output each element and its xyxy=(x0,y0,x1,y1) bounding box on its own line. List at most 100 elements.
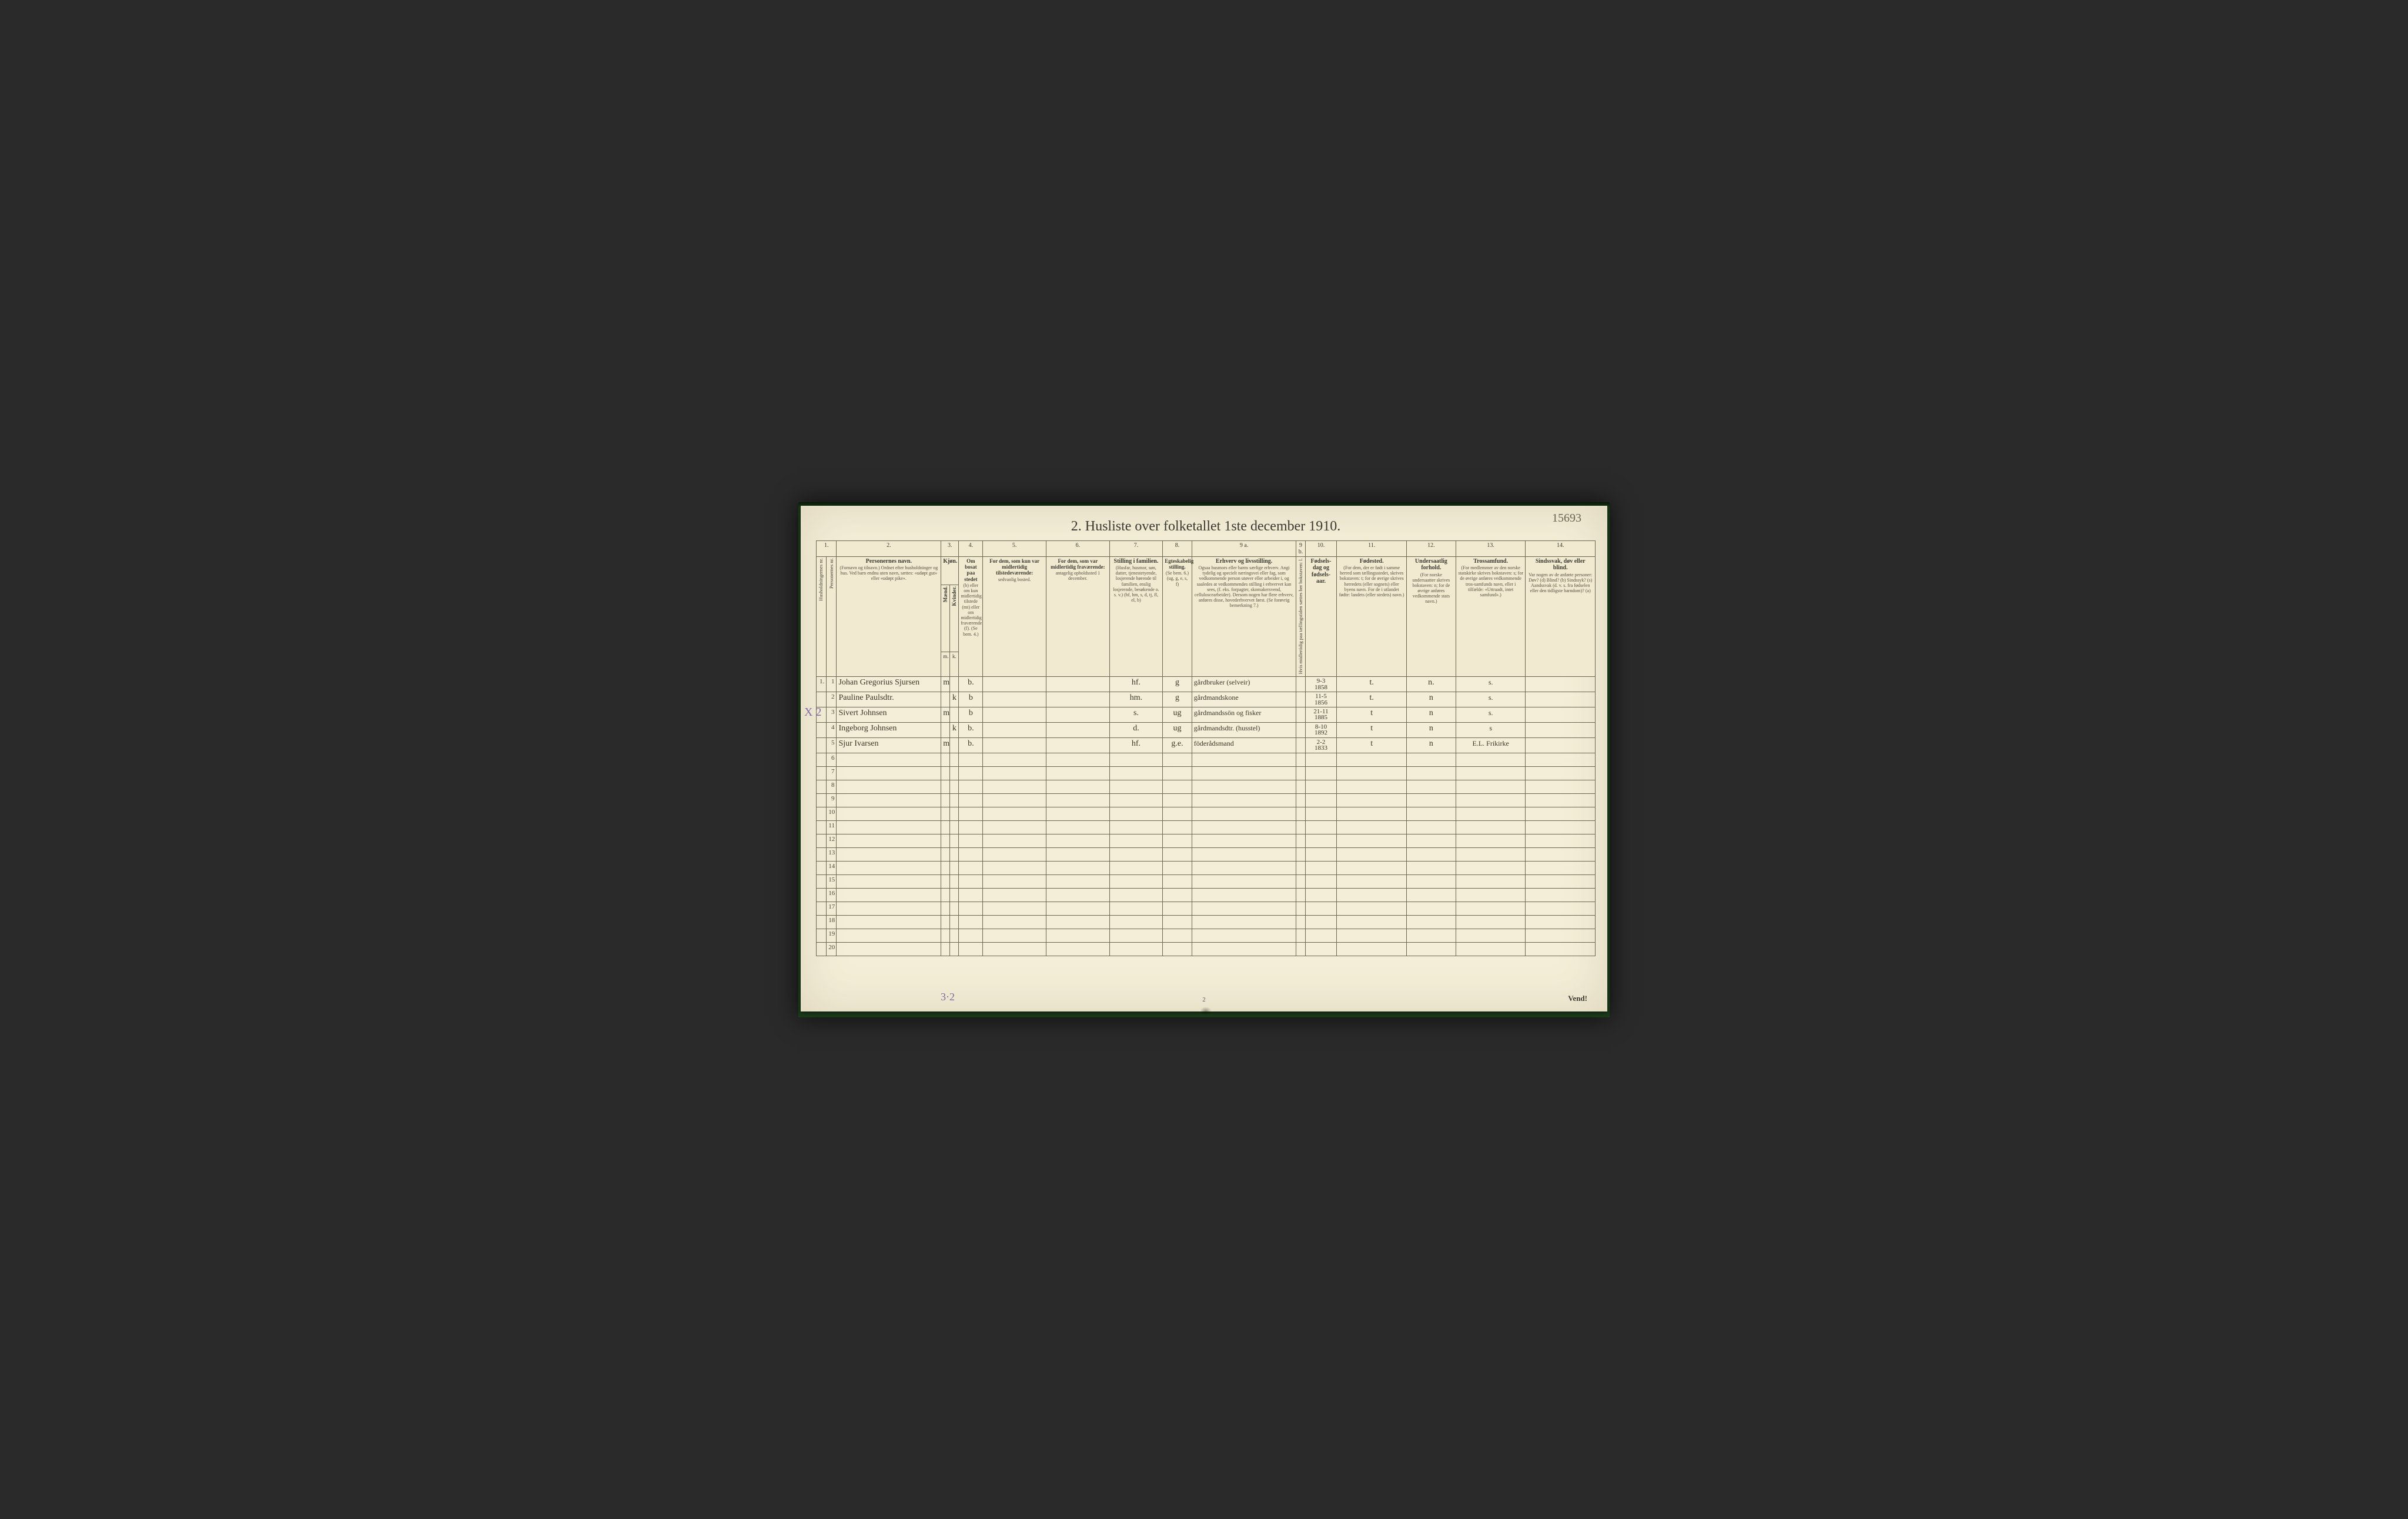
cell-birthdate xyxy=(1305,753,1337,766)
cell-religion xyxy=(1456,807,1525,820)
cell-temp xyxy=(1046,780,1110,793)
cell-nationality xyxy=(1406,929,1456,942)
table-row: 14 xyxy=(817,861,1596,874)
cell-marital: ug xyxy=(1163,722,1192,737)
cell-household-no xyxy=(817,834,827,847)
cell-person-no: 10 xyxy=(827,807,837,820)
cell-occupation xyxy=(1192,780,1296,793)
cell-mark xyxy=(1296,874,1305,888)
cell-sex-m xyxy=(941,692,950,707)
hdr-religion-label: Trossamfund. xyxy=(1458,558,1523,565)
hdr-residence: Om bosat paa stedet (b) eller om kun mid… xyxy=(959,556,983,677)
cell-birthdate xyxy=(1305,874,1337,888)
hdr-sex-label: Kjøn. xyxy=(943,558,956,565)
cell-residence xyxy=(959,807,983,820)
cell-religion xyxy=(1456,793,1525,807)
cell-family-position: hm. xyxy=(1109,692,1162,707)
cell-family-position xyxy=(1109,766,1162,780)
cell-birthdate xyxy=(1305,847,1337,861)
hdr-temp-absent: For dem, som var midlertidig fraværende:… xyxy=(1046,556,1110,677)
cell-birthplace xyxy=(1337,942,1406,956)
cell-family-position xyxy=(1109,807,1162,820)
cell-sex-k: k xyxy=(950,692,959,707)
cell-name: Sjur Ivarsen xyxy=(837,737,941,753)
cell-temp xyxy=(1046,888,1110,902)
cell-household-no xyxy=(817,780,827,793)
cell-household-no xyxy=(817,807,827,820)
cell-name: Sivert Johnsen xyxy=(837,707,941,722)
cell-person-no: 2 xyxy=(827,692,837,707)
cell-infirmity xyxy=(1526,902,1596,915)
cell-birthplace: t xyxy=(1337,737,1406,753)
cell-household-no xyxy=(817,793,827,807)
hdr-household-no-label: Husholdningernes nr. xyxy=(818,558,824,601)
cell-family-position xyxy=(1109,834,1162,847)
cell-name xyxy=(837,780,941,793)
cell-sex-m xyxy=(941,861,950,874)
cell-person-no: 13 xyxy=(827,847,837,861)
cell-mark xyxy=(1296,793,1305,807)
hdr-name-small: (Fornavn og tilnavn.) Ordnet efter husho… xyxy=(838,565,939,582)
cell-mark xyxy=(1296,766,1305,780)
cell-religion xyxy=(1456,902,1525,915)
hdr-birthplace-small: (For dem, der er født i samme herred som… xyxy=(1339,565,1404,597)
cell-occupation xyxy=(1192,753,1296,766)
census-page: 15693 2. Husliste over folketallet 1ste … xyxy=(801,506,1607,1011)
cell-mark xyxy=(1296,737,1305,753)
cell-birthplace xyxy=(1337,915,1406,929)
cell-household-no xyxy=(817,847,827,861)
colnum-9b: 9 b. xyxy=(1296,540,1305,556)
cell-residence: b. xyxy=(959,737,983,753)
cell-birthplace xyxy=(1337,766,1406,780)
cell-name xyxy=(837,847,941,861)
cell-infirmity xyxy=(1526,692,1596,707)
cell-sex-m xyxy=(941,915,950,929)
cell-residence xyxy=(959,861,983,874)
cell-nationality xyxy=(1406,902,1456,915)
hdr-family-position-small: (Husfar, husmor, søn, datter, tjenestety… xyxy=(1112,565,1160,603)
cell-occupation xyxy=(1192,847,1296,861)
hdr-occupation-label: Erhverv og livsstilling. xyxy=(1194,558,1295,565)
cell-family-position xyxy=(1109,793,1162,807)
cell-residence xyxy=(959,753,983,766)
table-row: 16 xyxy=(817,888,1596,902)
cell-occupation xyxy=(1192,793,1296,807)
cell-mark xyxy=(1296,807,1305,820)
cell-birthplace xyxy=(1337,874,1406,888)
cell-household-no xyxy=(817,942,827,956)
cell-infirmity xyxy=(1526,942,1596,956)
table-row: 20 xyxy=(817,942,1596,956)
table-row: 9 xyxy=(817,793,1596,807)
cell-name xyxy=(837,834,941,847)
cell-sex-m xyxy=(941,888,950,902)
cell-marital xyxy=(1163,766,1192,780)
header-row: Husholdningernes nr. Personernes nr. Per… xyxy=(817,556,1596,585)
colnum-2: 2. xyxy=(837,540,941,556)
cell-family-position: d. xyxy=(1109,722,1162,737)
cell-religion xyxy=(1456,847,1525,861)
cell-religion xyxy=(1456,766,1525,780)
cell-away xyxy=(983,793,1046,807)
cell-birthplace: t xyxy=(1337,722,1406,737)
cell-temp xyxy=(1046,707,1110,722)
hdr-household-no: Husholdningernes nr. xyxy=(817,556,827,677)
cell-nationality: n xyxy=(1406,707,1456,722)
hdr-infirmity-small: Var nogen av de anførte personer: Døv? (… xyxy=(1527,572,1593,594)
cell-occupation: föderådsmand xyxy=(1192,737,1296,753)
cell-marital: g xyxy=(1163,692,1192,707)
cell-mark xyxy=(1296,820,1305,834)
cell-family-position xyxy=(1109,915,1162,929)
cell-infirmity xyxy=(1526,780,1596,793)
cell-nationality: n. xyxy=(1406,677,1456,692)
cell-away xyxy=(983,722,1046,737)
cell-name xyxy=(837,915,941,929)
cell-sex-m xyxy=(941,753,950,766)
cell-mark xyxy=(1296,692,1305,707)
colnum-3: 3. xyxy=(941,540,959,556)
hdr-temp-present-small: sedvanlig bosted. xyxy=(985,577,1044,582)
cell-occupation xyxy=(1192,820,1296,834)
cell-household-no xyxy=(817,753,827,766)
cell-away xyxy=(983,692,1046,707)
cell-away xyxy=(983,929,1046,942)
cell-sex-m: m xyxy=(941,737,950,753)
